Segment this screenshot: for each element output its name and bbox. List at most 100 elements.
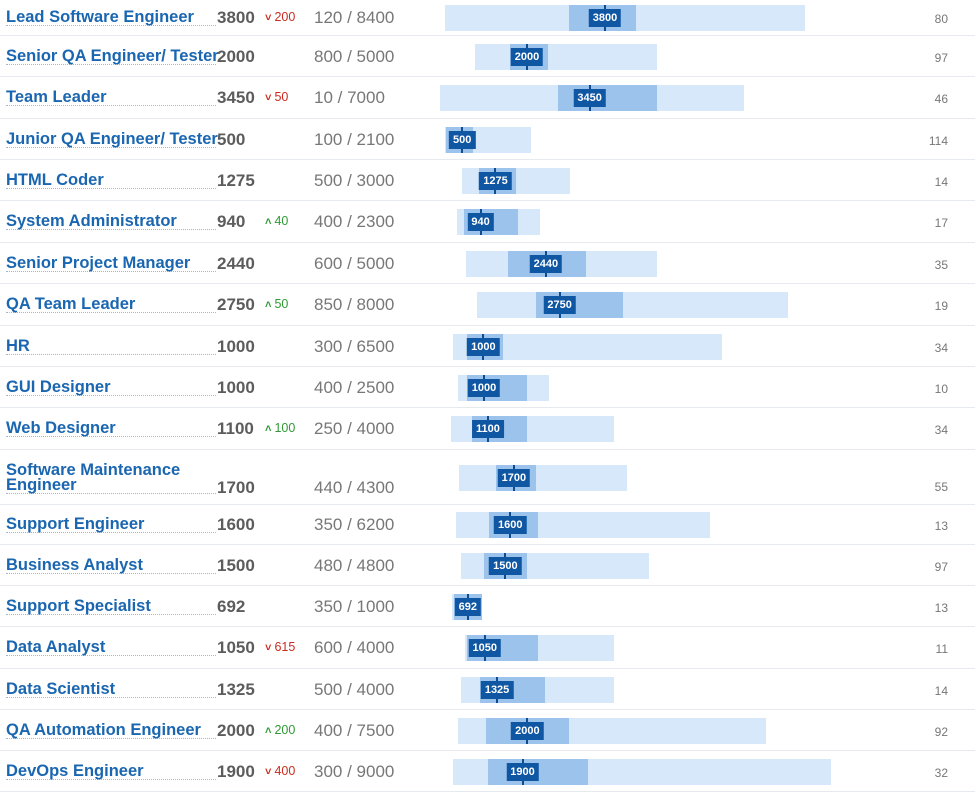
salary-range: 400 / 7500 <box>314 720 395 740</box>
median-bar-label: 2440 <box>529 254 563 273</box>
response-count: 10 <box>934 381 948 396</box>
salary-range-bar <box>459 464 627 491</box>
median-bar-label: 3800 <box>588 9 622 27</box>
position-title-link[interactable]: GUI Designer <box>6 378 216 396</box>
response-count: 92 <box>934 724 948 739</box>
median-bar-label: 1000 <box>467 378 501 397</box>
median-bar-label: 692 <box>454 597 481 616</box>
response-count: 55 <box>934 479 948 494</box>
median-salary: 1000 <box>217 377 255 397</box>
response-count: 17 <box>934 216 948 230</box>
position-title-link[interactable]: Data Analyst <box>6 639 216 656</box>
salary-change-value: 100 <box>274 421 296 435</box>
median-bar-label: 500 <box>449 130 476 149</box>
table-row: Senior QA Engineer/ Tester 2000 800 / 5000… <box>0 36 975 77</box>
position-title-link[interactable]: Support Engineer <box>6 516 216 533</box>
median-bar-label: 2000 <box>511 721 544 740</box>
salary-change-value: 50 <box>274 90 289 104</box>
chevron-down-icon: ˅ <box>265 765 272 778</box>
median-salary: 2000 <box>217 46 255 66</box>
salary-range: 800 / 5000 <box>314 46 395 66</box>
chevron-down-icon: ˅ <box>265 642 272 654</box>
table-row: Software Maintenance Engineer 1700 440 / 4… <box>0 450 975 505</box>
salary-change: ˅ 50 <box>265 90 288 104</box>
median-bar-label: 1500 <box>489 556 522 575</box>
median-salary: 1325 <box>217 679 255 699</box>
position-title-link[interactable]: Business Analyst <box>6 556 216 574</box>
position-title-link[interactable]: Team Leader <box>6 89 216 106</box>
salary-change: ˄ 100 <box>265 421 295 435</box>
position-title-link[interactable]: Senior Project Manager <box>6 254 216 272</box>
position-title-link[interactable]: QA Automation Engineer <box>6 721 216 739</box>
response-count: 32 <box>934 765 948 780</box>
salary-change: ˄ 40 <box>265 214 288 228</box>
table-row: DevOps Engineer 1900 ˅ 400 300 / 9000 1900 32 <box>0 751 975 792</box>
median-salary: 692 <box>217 596 246 616</box>
table-row: Junior QA Engineer/ Tester 500 100 / 2100 5… <box>0 119 975 160</box>
table-row: GUI Designer 1000 400 / 2500 1000 10 <box>0 367 975 408</box>
salary-change-value: 200 <box>274 722 296 737</box>
chevron-down-icon: ˅ <box>265 92 272 104</box>
salary-range: 300 / 9000 <box>314 761 395 781</box>
median-bar-label: 1700 <box>497 468 531 487</box>
position-title-link[interactable]: Web Designer <box>6 420 216 437</box>
salary-change-value: 615 <box>274 640 296 654</box>
position-title-link[interactable]: Lead Software Engineer <box>6 9 216 26</box>
salary-change-value: 400 <box>274 763 296 778</box>
position-title-link[interactable]: HTML Coder <box>6 171 216 189</box>
response-count: 13 <box>934 600 948 615</box>
chevron-up-icon: ˄ <box>265 423 272 435</box>
position-title-link[interactable]: HR <box>6 337 216 355</box>
table-row: Lead Software Engineer 3800 ˅ 200 120 / 8400… <box>0 0 975 36</box>
position-title-link[interactable]: Senior QA Engineer/ Tester <box>6 46 219 65</box>
salary-change-value: 50 <box>274 297 289 311</box>
salary-range: 350 / 1000 <box>314 596 395 616</box>
median-salary: 500 <box>217 129 246 149</box>
salary-change: ˅ 200 <box>265 10 295 24</box>
median-bar-label: 1900 <box>506 762 539 781</box>
median-salary: 1100 <box>217 419 254 438</box>
median-bar-label: 2750 <box>543 296 576 314</box>
table-row: Team Leader 3450 ˅ 50 10 / 7000 3450 46 <box>0 77 975 119</box>
median-salary: 1000 <box>217 336 255 356</box>
salary-range: 440 / 4300 <box>314 477 395 497</box>
position-title-link[interactable]: DevOps Engineer <box>6 762 216 780</box>
salary-range: 120 / 8400 <box>314 8 395 27</box>
position-title-link[interactable]: Support Specialist <box>6 597 216 615</box>
response-count: 14 <box>934 174 948 189</box>
position-title-link[interactable]: Data Scientist <box>6 680 216 698</box>
median-salary: 2750 <box>217 295 255 314</box>
salary-range: 400 / 2300 <box>314 212 395 231</box>
table-row: Web Designer 1100 ˄ 100 250 / 4000 1100 34 <box>0 408 975 450</box>
position-title-link[interactable]: Junior QA Engineer/ Tester <box>6 129 218 148</box>
table-row: Data Scientist 1325 500 / 4000 1325 14 <box>0 669 975 710</box>
median-salary: 3450 <box>217 88 255 107</box>
table-row: HR 1000 300 / 6500 1000 34 <box>0 326 975 367</box>
table-row: QA Automation Engineer 2000 ˄ 200 400 / 7500… <box>0 710 975 751</box>
table-row: Data Analyst 1050 ˅ 615 600 / 4000 1050 11 <box>0 627 975 669</box>
median-salary: 1050 <box>217 638 255 657</box>
position-title-link[interactable]: QA Team Leader <box>6 296 216 313</box>
salary-change: ˄ 50 <box>265 297 288 311</box>
median-salary: 1700 <box>217 477 255 497</box>
salary-range-bar <box>475 43 657 70</box>
table-row: Support Specialist 692 350 / 1000 692 13 <box>0 586 975 627</box>
response-count: 97 <box>934 50 948 65</box>
salary-range: 10 / 7000 <box>314 88 385 107</box>
median-bar-label: 940 <box>467 213 494 231</box>
median-salary: 2000 <box>217 720 255 740</box>
salary-range: 600 / 4000 <box>314 638 395 657</box>
table-row: System Administrator 940 ˄ 40 400 / 2300 940 1… <box>0 201 975 243</box>
salary-range: 300 / 6500 <box>314 336 395 356</box>
response-count: 46 <box>934 92 948 106</box>
position-title-link[interactable]: System Administrator <box>6 213 216 230</box>
median-salary: 940 <box>217 212 246 231</box>
median-bar-label: 1600 <box>494 516 527 534</box>
response-count: 13 <box>934 519 948 533</box>
salary-range: 850 / 8000 <box>314 295 395 314</box>
salary-change-value: 40 <box>274 214 289 228</box>
table-row: Support Engineer 1600 350 / 6200 1600 13 <box>0 505 975 545</box>
median-salary: 1275 <box>217 170 255 190</box>
position-title-link[interactable]: Software Maintenance Engineer <box>6 461 216 494</box>
response-count: 34 <box>934 340 948 355</box>
